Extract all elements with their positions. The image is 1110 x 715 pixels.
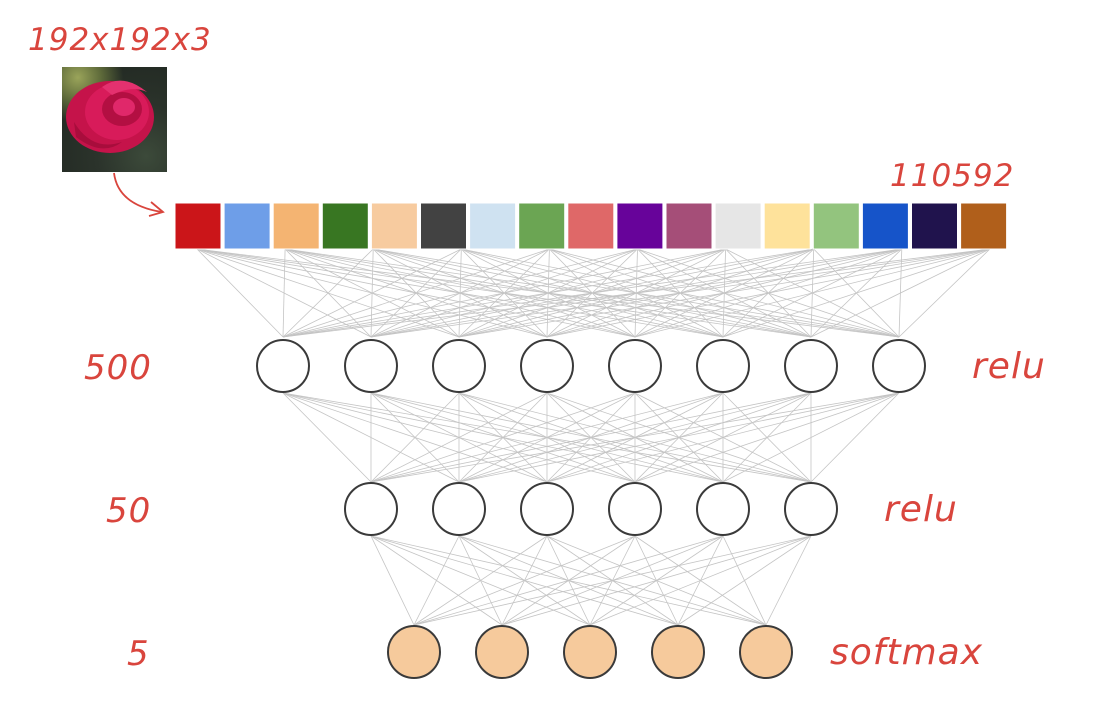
layer-3-size-label: 5 [127,634,150,674]
edge [282,248,726,338]
layer-1-node [432,339,486,393]
input-cell [812,202,860,250]
layer-3-node [387,625,441,679]
input-cell [174,202,222,250]
edge [282,248,902,338]
input-cell [223,202,271,250]
edge [722,392,900,483]
input-cell [272,202,320,250]
input-cell [714,202,762,250]
layer-2-node [696,482,750,536]
edge [282,248,990,338]
edge [282,248,638,338]
edge [413,535,724,626]
layer-3-node [563,625,617,679]
input-cell [616,202,664,250]
rose-image [62,67,167,172]
edge [677,535,812,626]
input-cell [665,202,713,250]
layer-1-node [608,339,662,393]
edge [370,392,636,483]
edge [501,535,812,626]
layer-1-node [784,339,838,393]
edge [282,392,372,483]
edge [370,248,990,338]
layer-1-node [520,339,574,393]
arrow-curve [113,172,163,213]
input-cell [911,202,958,250]
edge [898,248,991,338]
edge [282,248,462,338]
layer-1-activation-label: relu [972,346,1046,387]
input-cell [370,202,418,250]
layer-1-node [872,339,926,393]
layer-3-node [475,625,529,679]
edge [458,248,990,338]
layer-2-activation-label: relu [884,489,958,530]
edge [370,535,415,626]
edge [370,392,548,483]
layer-1-node [344,339,398,393]
edge [458,392,900,483]
edge [370,392,460,483]
edge [413,535,548,626]
edge [282,248,374,338]
edge [282,248,814,338]
input-vector-size-label: 110592 [890,158,1015,194]
layer-2-node [608,482,662,536]
input-cell [420,202,467,250]
edge [370,392,724,483]
layer-3-node [739,625,793,679]
layer-1-node [256,339,310,393]
layer-3-node [651,625,705,679]
input-cell [518,202,566,250]
input-cell [567,202,615,250]
input-cell [861,202,909,250]
layer-2-size-label: 50 [106,491,152,531]
layer-1-size-label: 500 [84,348,152,388]
edge [634,248,990,338]
edge [413,535,812,626]
edge [810,248,991,338]
input-cell [960,202,1008,250]
edge [546,248,990,338]
input-cell [763,202,811,250]
edge [810,392,900,483]
edge [282,248,550,338]
edge [370,392,812,483]
input-shape-label: 192x192x3 [28,22,212,58]
layer-2-node [784,482,838,536]
input-cell [469,202,517,250]
layer-2-node [432,482,486,536]
arrow-head [148,201,165,217]
edge [722,248,991,338]
edge [196,248,284,338]
edge [282,248,286,338]
edge [589,535,812,626]
edge [413,535,460,626]
input-cell [321,202,369,250]
edge [546,392,900,483]
edge [413,535,636,626]
edge [634,392,900,483]
edge [765,535,812,626]
edge [370,392,900,483]
layer-1-node [696,339,750,393]
layer-2-node [344,482,398,536]
layer-3-activation-label: softmax [830,632,984,673]
layer-2-node [520,482,574,536]
